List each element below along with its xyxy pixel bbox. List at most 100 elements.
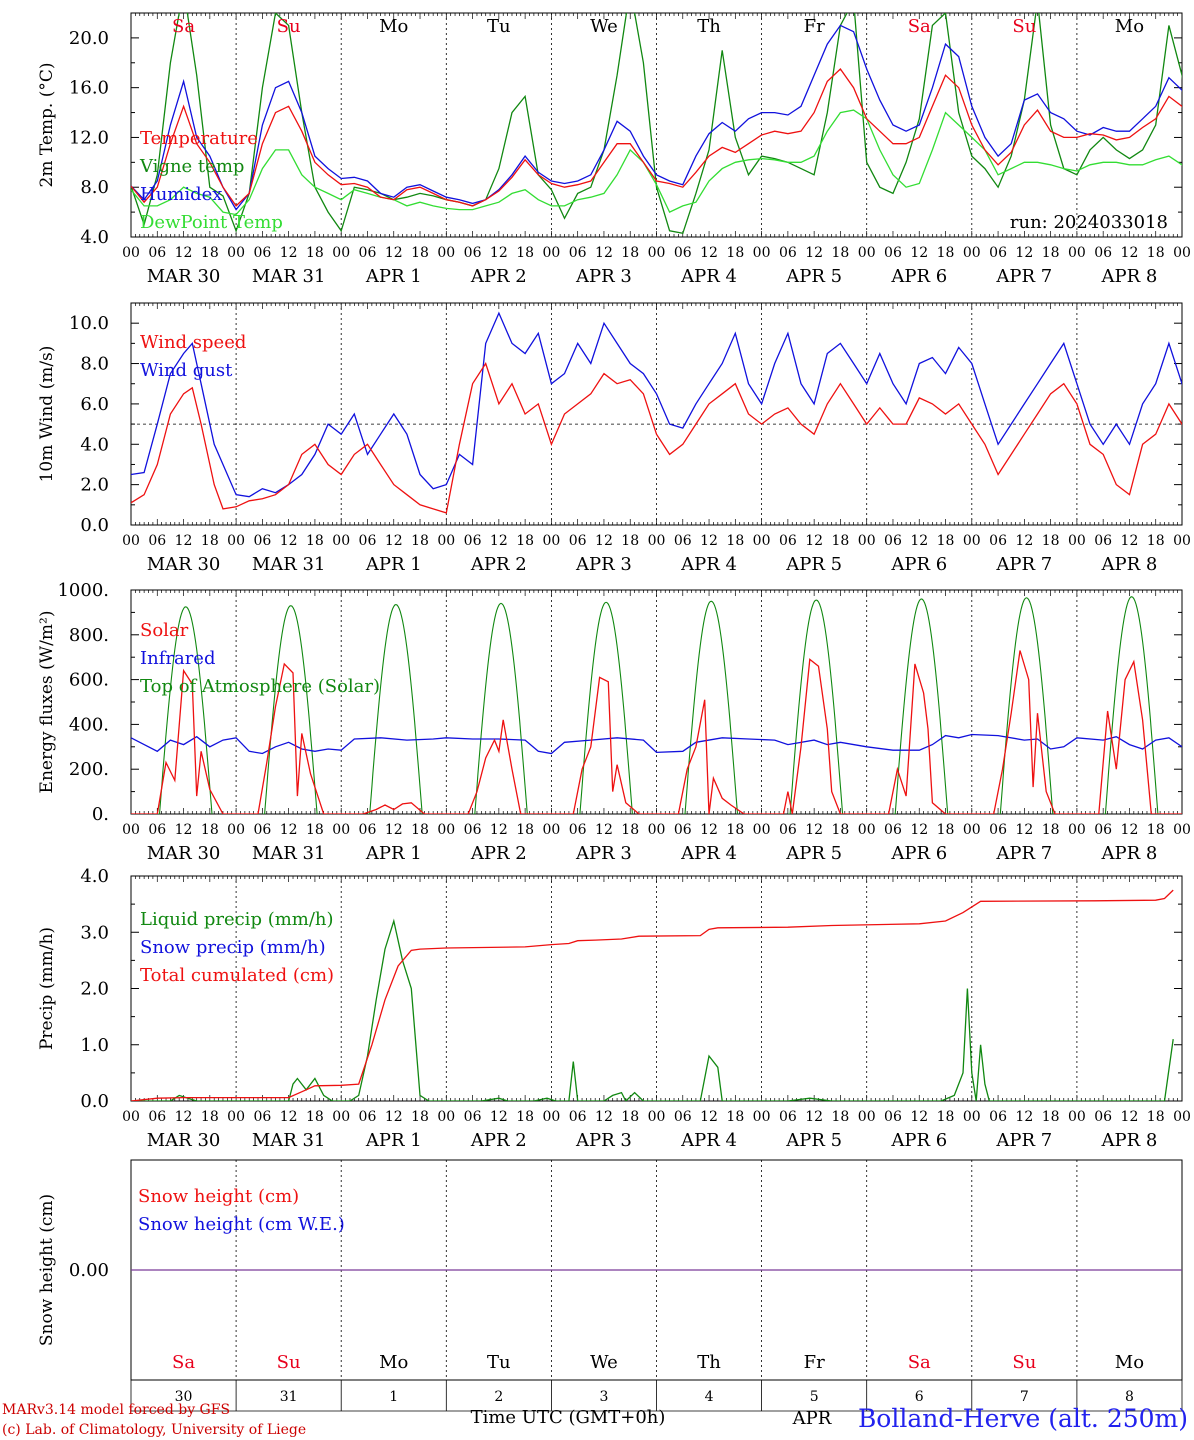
date-label: APR 2 (470, 554, 527, 575)
hour-label: 06 (1094, 1109, 1112, 1125)
hour-label: 12 (1015, 822, 1033, 838)
day-label-bottom: Sa (908, 1352, 931, 1373)
hour-label: 00 (858, 1109, 876, 1125)
hour-label: 00 (1068, 533, 1086, 549)
hour-label: 12 (490, 822, 508, 838)
hour-label: 18 (201, 822, 219, 838)
panel-1: 4.0 8.0 12.0 16.0 20.0 2m Temp. (°C) Temperatu… (37, 12, 1191, 287)
hour-label: 06 (674, 533, 692, 549)
hour-label: 06 (464, 533, 482, 549)
hour-label: 06 (359, 822, 377, 838)
hour-label: 00 (648, 822, 666, 838)
hour-label: 18 (306, 245, 324, 261)
hour-label: 00 (963, 822, 981, 838)
hour-label: 18 (937, 533, 955, 549)
run-label: run: 2024033018 (1010, 212, 1168, 233)
day-number-label: 30 (175, 1389, 193, 1405)
y-tick-label: 1000. (57, 580, 109, 601)
hour-label: 00 (1173, 822, 1191, 838)
hour-label: 18 (937, 1109, 955, 1125)
day-label-top: Sa (908, 16, 931, 37)
date-label: APR 6 (890, 266, 947, 287)
hour-label: 18 (306, 822, 324, 838)
date-label: APR 3 (575, 266, 632, 287)
hour-label: 18 (201, 533, 219, 549)
hour-label: 18 (1147, 822, 1165, 838)
y-tick-label: 200. (69, 759, 109, 780)
date-label: APR 4 (680, 843, 737, 864)
y-tick-label: 12.0 (69, 127, 109, 148)
series-top-of-atmosphere (157, 596, 1159, 814)
hour-label: 00 (858, 245, 876, 261)
hour-label: 00 (332, 1109, 350, 1125)
hour-label: 00 (1173, 533, 1191, 549)
date-label: APR 1 (365, 266, 422, 287)
y-tick-label: 800. (69, 625, 109, 646)
legend-entry: Temperature (140, 128, 258, 149)
date-label: APR 4 (680, 266, 737, 287)
legend-entry: Vigne temp (139, 156, 244, 177)
day-label-bottom: Su (1012, 1352, 1036, 1373)
panel-5: 0.00 Snow height (cm) Snow height (cm) Snow… (37, 1159, 1183, 1412)
hour-label: 12 (490, 1109, 508, 1125)
hour-label: 18 (1147, 1109, 1165, 1125)
hour-label: 12 (910, 1109, 928, 1125)
day-label-top: We (590, 16, 618, 37)
hour-label: 06 (989, 245, 1007, 261)
hour-label: 00 (753, 822, 771, 838)
hour-label: 12 (910, 245, 928, 261)
y-tick-label: 4.0 (80, 434, 109, 455)
legend-entry: Infrared (140, 648, 215, 669)
hour-label: 00 (542, 533, 560, 549)
hour-label: 06 (464, 245, 482, 261)
hour-label: 06 (674, 822, 692, 838)
series-wind-gust (131, 311, 1182, 498)
y-tick-label: 8.0 (80, 354, 109, 375)
series-group (131, 13, 1182, 235)
hour-label: 18 (1042, 1109, 1060, 1125)
hour-label: 00 (122, 1109, 140, 1125)
date-label: APR 3 (575, 554, 632, 575)
date-label: APR 8 (1101, 554, 1158, 575)
y-tick-label: 600. (69, 670, 109, 691)
hour-label: 06 (989, 533, 1007, 549)
hour-label: 18 (832, 245, 850, 261)
day-label-bottom: Su (277, 1352, 301, 1373)
hour-label: 00 (542, 245, 560, 261)
hour-label: 00 (437, 533, 455, 549)
date-label: APR 5 (785, 1130, 842, 1151)
hour-label: 12 (175, 533, 193, 549)
hour-label: 12 (385, 822, 403, 838)
hour-label: 18 (411, 1109, 429, 1125)
hour-label: 00 (332, 822, 350, 838)
hour-label: 00 (542, 822, 560, 838)
hour-label: 00 (122, 822, 140, 838)
hour-label: 00 (753, 1109, 771, 1125)
date-label: APR 8 (1101, 1130, 1158, 1151)
hour-label: 18 (516, 245, 534, 261)
footer-credit-line: (c) Lab. of Climatology, University of L… (2, 1422, 306, 1438)
hour-label: 12 (280, 822, 298, 838)
date-label: MAR 31 (252, 1130, 326, 1151)
hour-label: 00 (332, 245, 350, 261)
hour-label: 06 (884, 1109, 902, 1125)
series-group (131, 596, 1182, 814)
time-axis-label: Time UTC (GMT+0h) (471, 1407, 666, 1428)
hour-label: 06 (674, 1109, 692, 1125)
hour-label: 12 (805, 245, 823, 261)
hour-label: 12 (595, 533, 613, 549)
hour-label: 12 (595, 1109, 613, 1125)
hour-label: 12 (910, 822, 928, 838)
hour-label: 18 (201, 245, 219, 261)
hour-label: 06 (253, 1109, 271, 1125)
day-number-label: 4 (705, 1389, 714, 1405)
hour-label: 00 (648, 1109, 666, 1125)
hour-label: 12 (385, 533, 403, 549)
legend-entry: Total cumulated (cm) (140, 965, 334, 986)
series-infrared (131, 733, 1182, 755)
hour-label: 06 (569, 533, 587, 549)
hour-label: 12 (595, 245, 613, 261)
hour-label: 18 (411, 245, 429, 261)
panel-4: 0.0 1.0 2.0 3.0 4.0 Precip (mm/h) Liquid preci… (37, 866, 1191, 1151)
